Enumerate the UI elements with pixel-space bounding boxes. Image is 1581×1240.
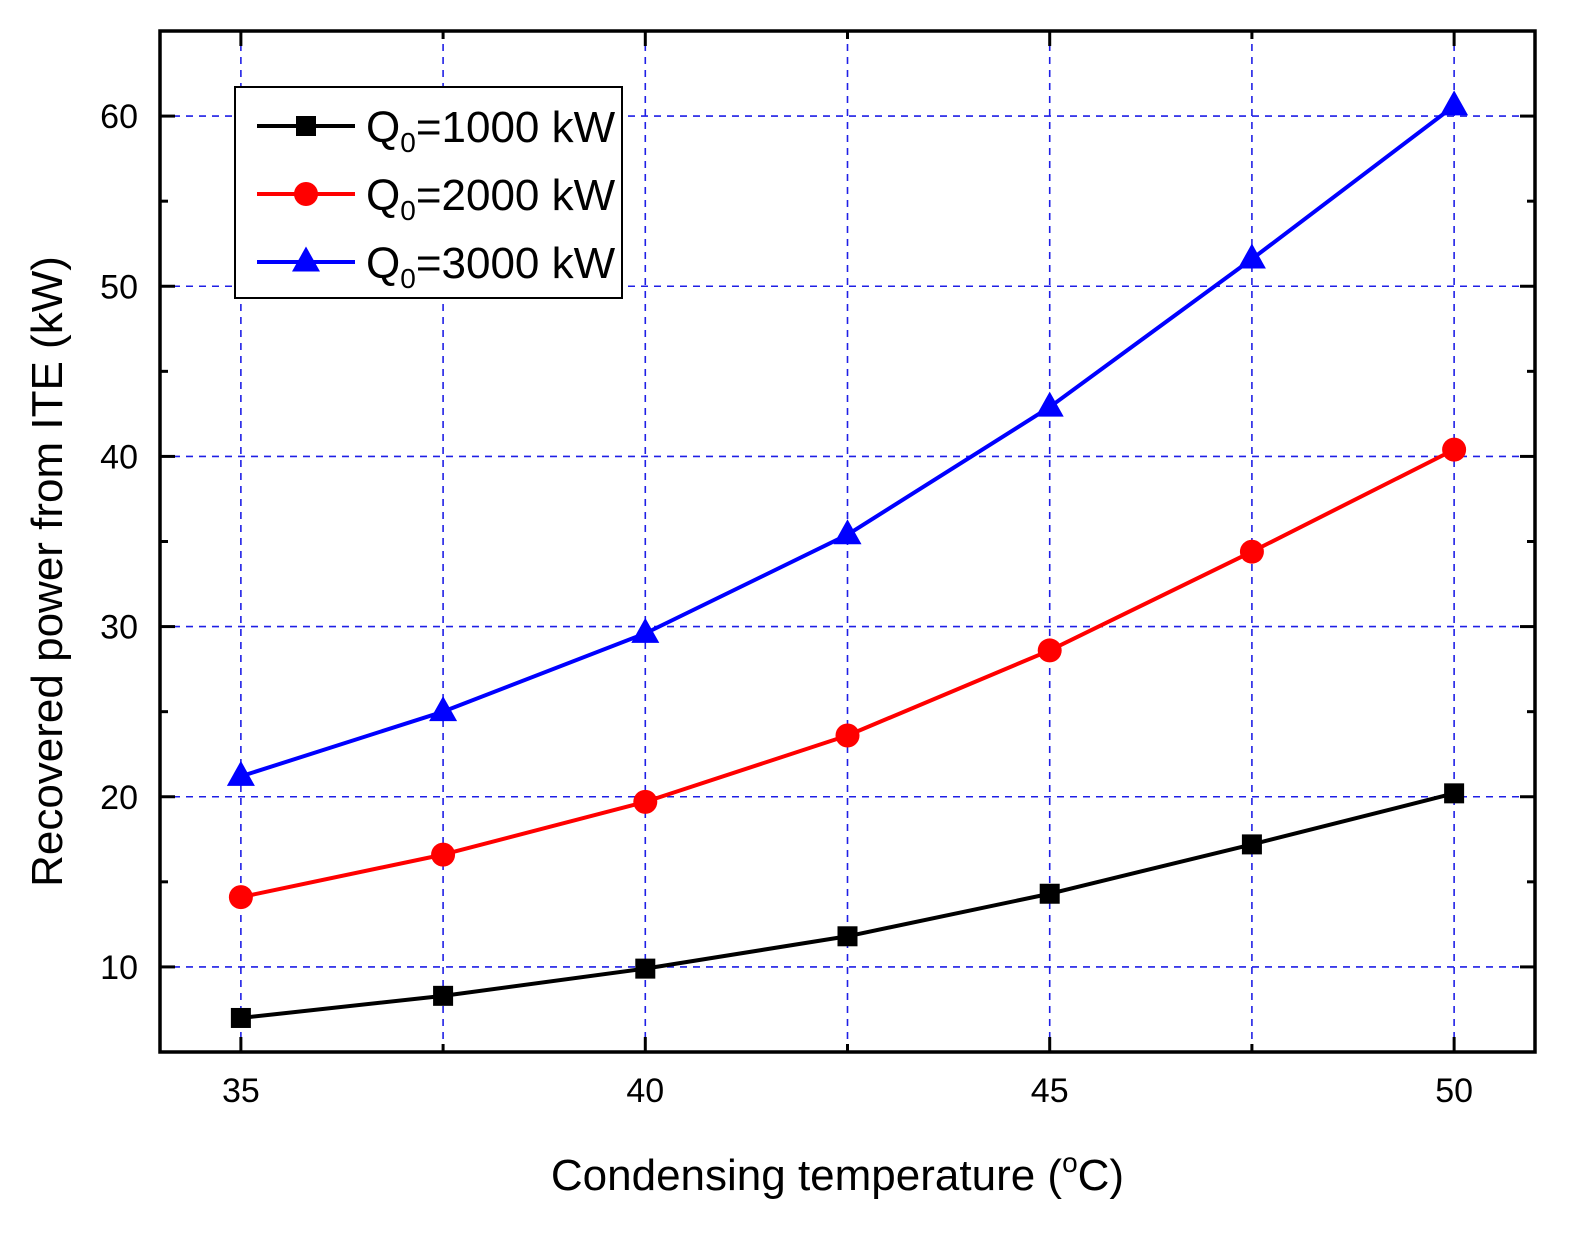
data-point: [833, 519, 862, 545]
data-point: [431, 842, 456, 867]
legend-item: Q0=1000 kW: [257, 103, 616, 158]
x-axis-title-unit: C): [1078, 1151, 1124, 1200]
data-point: [1035, 391, 1064, 417]
series-2: [228, 437, 1467, 910]
data-point: [635, 958, 656, 979]
y-tick-label: 20: [100, 779, 138, 817]
x-tick-label: 35: [222, 1072, 260, 1110]
legend-label-value: =2000 kW: [416, 171, 616, 220]
legend-label: Q0=3000 kW: [366, 239, 616, 294]
data-point: [1037, 638, 1062, 663]
y-tick-label: 60: [100, 98, 138, 136]
data-point: [1444, 783, 1465, 804]
data-point: [433, 985, 454, 1006]
ticks: 35 40 45 50 10 20 30 40 50 60: [100, 29, 1535, 1110]
legend-label: Q0=2000 kW: [366, 171, 616, 226]
legend-label-subscript: 0: [400, 263, 416, 294]
data-point: [631, 617, 660, 643]
y-tick-label: 10: [100, 949, 138, 987]
x-tick-label: 45: [1031, 1072, 1069, 1110]
x-axis-title: Condensing temperature (oC): [551, 1147, 1124, 1200]
axis-titles: Condensing temperature (oC) Recovered po…: [23, 256, 1124, 1200]
legend-item: Q0=3000 kW: [257, 239, 616, 294]
legend-label: Q0=1000 kW: [366, 103, 616, 158]
data-point: [1239, 539, 1264, 564]
data-point: [230, 1007, 251, 1028]
legend-label-subscript: 0: [400, 127, 416, 158]
data-point: [1039, 883, 1060, 904]
y-axis-title: Recovered power from ITE (kW): [23, 256, 72, 887]
data-point: [1442, 437, 1467, 462]
legend-label-subscript: 0: [400, 195, 416, 226]
series-layer: [226, 90, 1469, 1028]
series-1: [230, 783, 1465, 1028]
x-axis-title-degree: o: [1062, 1147, 1078, 1178]
y-tick-label: 30: [100, 609, 138, 647]
legend-label-symbol: Q: [366, 171, 400, 220]
x-tick-label: 40: [626, 1072, 664, 1110]
legend-marker: [292, 246, 320, 272]
legend-item: Q0=2000 kW: [257, 171, 616, 226]
x-tick-label: 50: [1435, 1072, 1473, 1110]
data-point: [633, 789, 658, 814]
data-point: [1237, 243, 1266, 269]
y-tick-label: 40: [100, 438, 138, 476]
data-point: [429, 696, 458, 722]
legend-label-value: =1000 kW: [416, 103, 616, 152]
y-tick-label: 50: [100, 268, 138, 306]
legend-label-symbol: Q: [366, 103, 400, 152]
data-point: [837, 926, 858, 947]
legend-label-symbol: Q: [366, 239, 400, 288]
legend-marker: [294, 182, 318, 206]
legend-label-value: =3000 kW: [416, 239, 616, 288]
data-point: [1440, 90, 1469, 116]
data-point: [1241, 834, 1262, 855]
x-axis-title-main: Condensing temperature (: [551, 1151, 1063, 1200]
series-3: [226, 90, 1469, 786]
data-point: [835, 723, 860, 748]
legend-marker: [296, 116, 316, 136]
data-point: [226, 760, 255, 786]
data-point: [228, 885, 253, 910]
